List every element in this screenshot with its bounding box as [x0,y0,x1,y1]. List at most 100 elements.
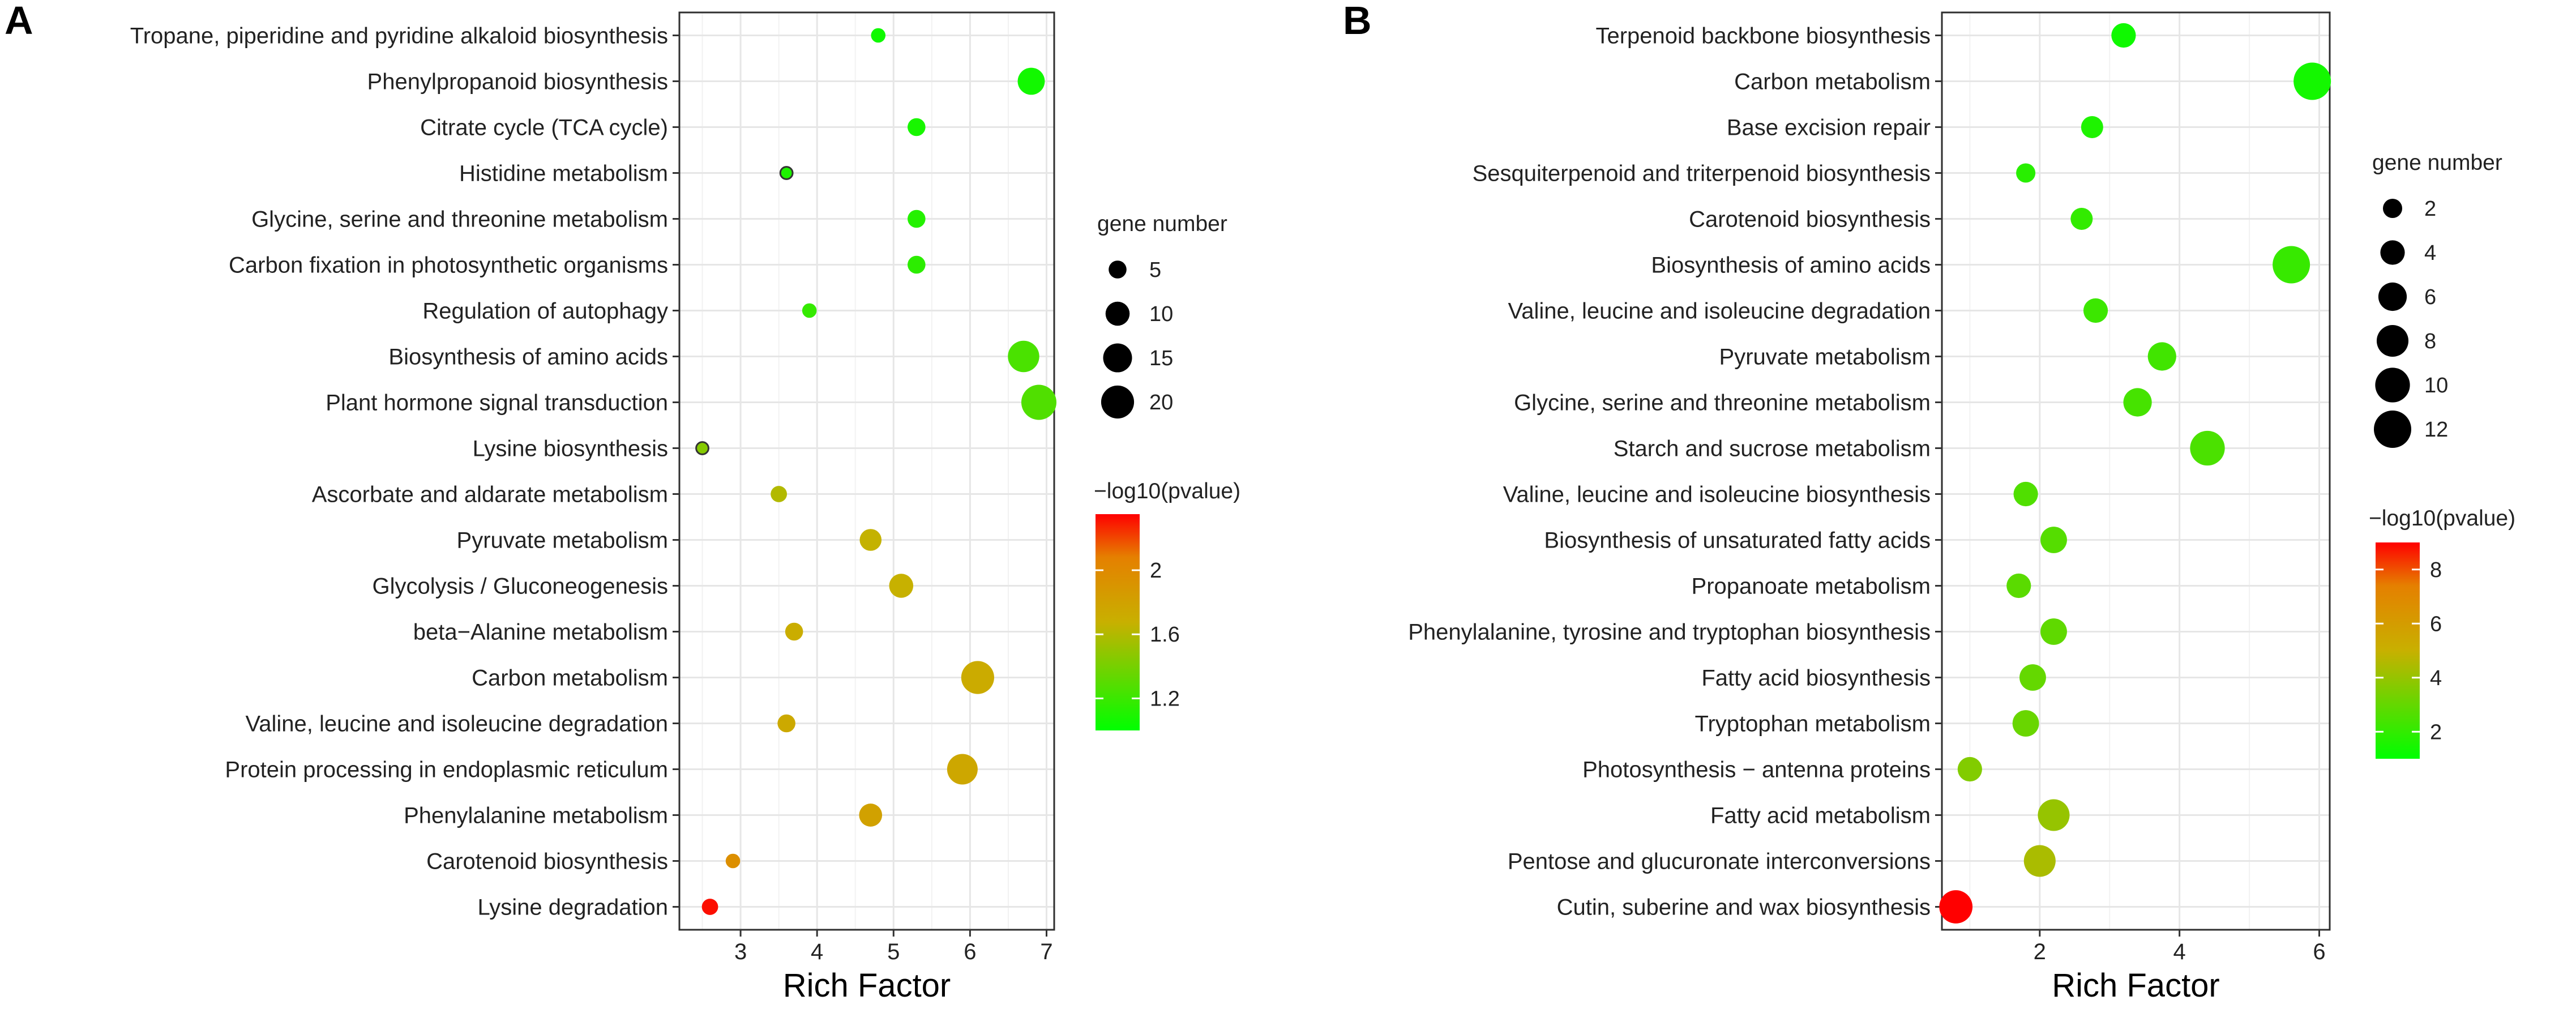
pathway-label: Protein processing in endoplasmic reticu… [225,758,668,783]
pathway-label: Biosynthesis of unsaturated fatty acids [1544,528,1931,553]
pathway-label: Fatty acid metabolism [1710,803,1931,828]
data-point-bubble [779,166,794,180]
pathway-label: Starch and sucrose metabolism [1614,437,1931,461]
pathway-label: Valine, leucine and isoleucine degradati… [246,712,668,737]
data-point-bubble [2019,664,2046,691]
size-legend-dot [1109,260,1127,279]
pathway-label: Glycolysis / Gluconeogenesis [373,574,668,599]
x-axis-title: Rich Factor [2052,967,2220,1004]
data-points [695,28,1056,915]
size-legend-label: 4 [2424,241,2436,265]
x-axis-title: Rich Factor [783,967,951,1004]
panel-letter: A [5,0,33,42]
data-point-bubble [2293,62,2331,100]
pathway-label: Photosynthesis − antenna proteins [1582,758,1931,783]
size-legend-title: gene number [2372,151,2502,175]
data-point-bubble [908,255,926,274]
size-legend-dot [2376,324,2409,357]
size-legend-label: 6 [2424,285,2436,309]
size-legend-label: 12 [2424,418,2448,442]
pathway-label: Histidine metabolism [459,161,668,186]
data-point-bubble [2023,845,2056,877]
colorbar-tick-label: 4 [2430,666,2442,690]
x-tick-label: 4 [811,939,823,964]
size-legend-dot [2378,282,2407,311]
panel-a: A Tropane, piperidine and pyridine alkalo… [5,0,1240,1004]
pathway-label: Phenylpropanoid biosynthesis [367,70,668,95]
data-point-bubble [771,486,788,502]
pathway-label: Regulation of autophagy [422,299,668,324]
size-legend-label: 10 [1149,302,1173,326]
panel-b: B Terpenoid backbone biosynthesis Carbon m… [1343,0,2515,1004]
pathway-label: Carbon metabolism [472,666,668,691]
size-legend-dot [2382,198,2403,219]
colorbar [1096,514,1140,730]
size-legend-dot [1105,301,1130,326]
data-point-bubble [2081,116,2103,138]
data-point-bubble [777,714,795,733]
pathway-label: Glycine, serine and threonine metabolism [251,207,668,232]
pathway-label: Pentose and glucuronate interconversions [1508,849,1931,874]
data-point-bubble [2070,208,2093,230]
size-legend-dot [2380,240,2405,265]
pathway-label: Phenylalanine metabolism [404,803,668,828]
data-point-bubble [701,899,718,915]
x-axis: 2 4 6 Rich Factor [2034,930,2326,1004]
pathway-label: Lysine biosynthesis [473,437,668,461]
size-legend-label: 10 [2424,374,2448,397]
plot-border [678,11,1055,931]
pathway-label: Biosynthesis of amino acids [1651,253,1931,278]
data-point-bubble [859,529,882,551]
data-point-bubble [908,210,926,228]
data-point-bubble [1957,756,1982,782]
data-point-bubble [859,803,883,827]
pathway-label: Pyruvate metabolism [1719,345,1931,370]
colorbar-tick-label: 2 [1150,559,1162,583]
size-legend-label: 2 [2424,197,2436,221]
data-point-bubble [871,28,886,43]
pathway-label: Sesquiterpenoid and triterpenoid biosynt… [1473,161,1931,186]
pathway-label: Tropane, piperidine and pyridine alkaloi… [130,24,668,49]
pathway-label: Lysine degradation [477,895,668,920]
x-tick-label: 6 [2313,939,2325,964]
size-legend-label: 5 [1149,258,1161,282]
data-point-bubble [785,622,803,641]
colorbar [2376,542,2420,759]
x-tick-label: 3 [734,939,747,964]
data-point-bubble [2006,573,2031,599]
x-tick-label: 5 [887,939,900,964]
pathway-label: Cutin, suberine and wax biosynthesis [1557,895,1931,920]
pathway-label: Valine, leucine and isoleucine biosynthe… [1503,482,1931,507]
pathway-label: Propanoate metabolism [1692,574,1931,599]
data-point-bubble [2111,23,2136,48]
data-point-bubble [802,303,817,318]
data-point-bubble [695,441,709,455]
pathway-label: Carbon fixation in photosynthetic organi… [229,253,668,278]
data-point-bubble [908,118,926,136]
data-point-bubble [1021,384,1056,420]
size-legend-label: 20 [1149,391,1173,414]
data-point-bubble [947,754,978,785]
data-point-bubble [2013,481,2038,507]
pathway-label: Ascorbate and aldarate metabolism [312,482,668,507]
data-point-bubble [2273,246,2310,284]
size-legend-dot [2374,411,2411,448]
size-legend-label: 15 [1149,347,1173,370]
colorbar-tick-label: 1.6 [1150,623,1180,647]
colorbar-tick-label: 6 [2430,612,2442,636]
pathway-label: Phenylalanine, tyrosine and tryptophan b… [1408,620,1931,645]
pathway-label: Pyruvate metabolism [457,528,668,553]
data-point-bubble [725,853,741,869]
data-point-bubble [889,574,914,598]
plot-panel [1941,11,2331,931]
pathway-label: Carotenoid biosynthesis [1689,207,1931,232]
pathway-label: Tryptophan metabolism [1695,712,1931,737]
colorbar-tick-label: 2 [2430,720,2442,744]
size-legend-title: gene number [1097,212,1227,236]
data-points [1939,23,2331,924]
data-point-bubble [1017,67,1045,95]
panel-letter: B [1343,0,1372,42]
data-point-bubble [2040,527,2067,553]
